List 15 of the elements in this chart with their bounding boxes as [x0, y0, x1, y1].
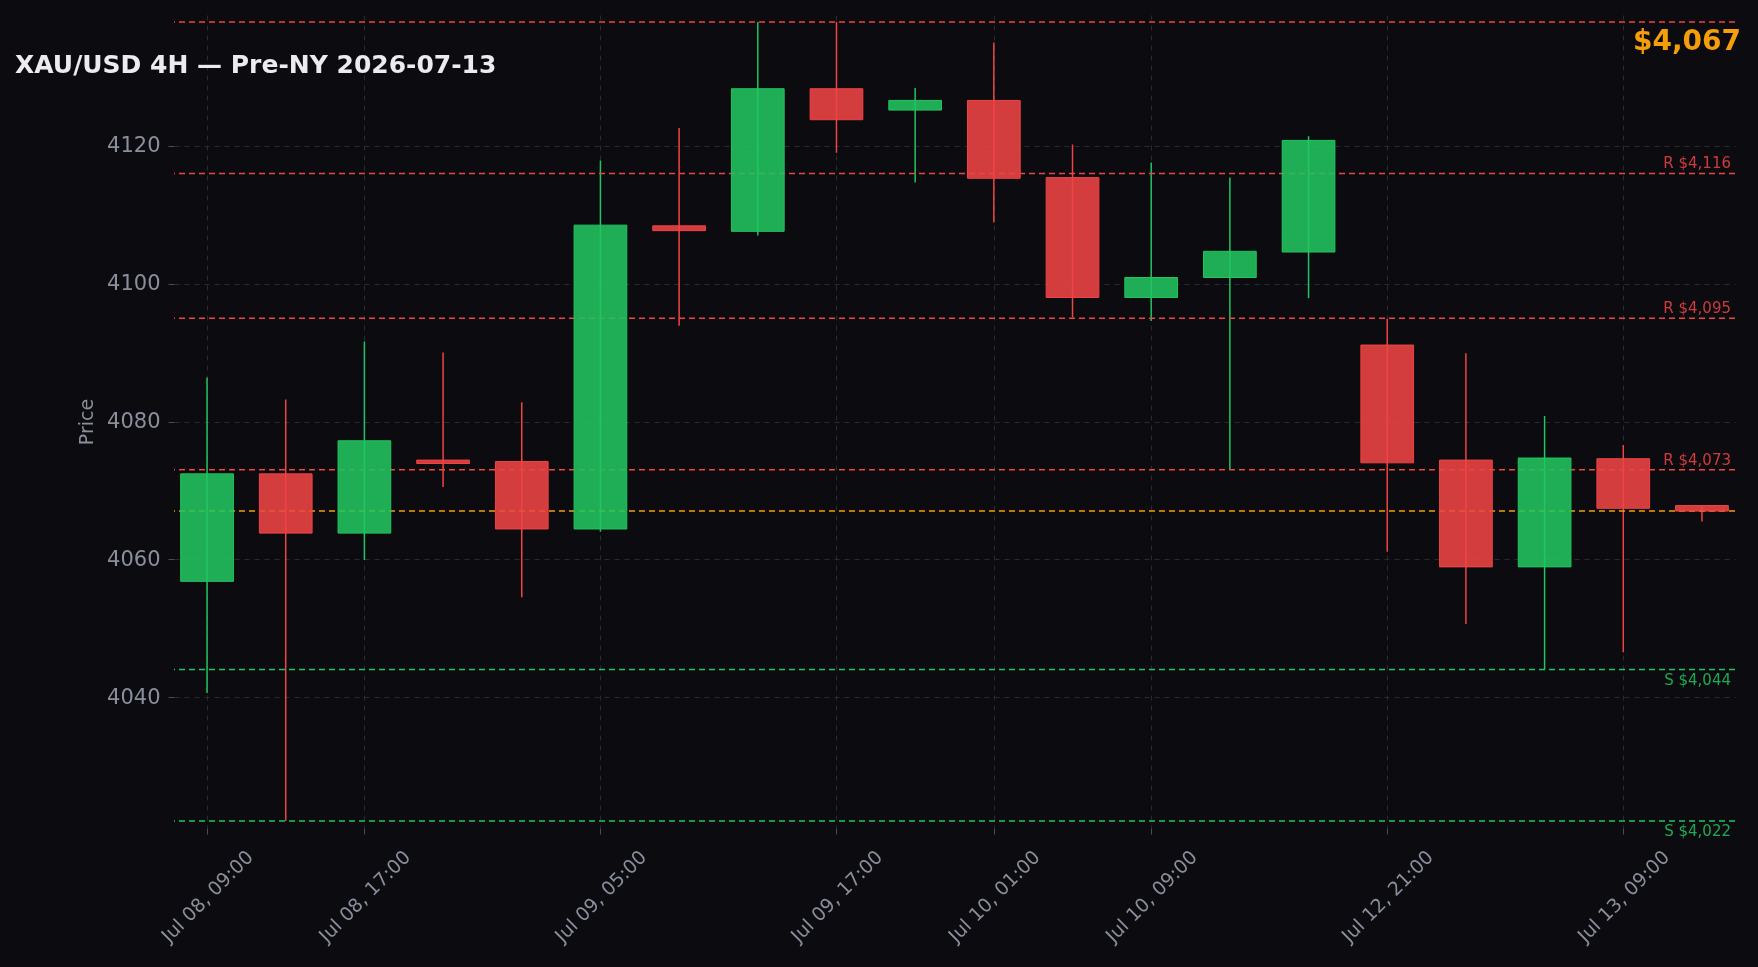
- ref-line-label: S $4,044: [1664, 670, 1731, 689]
- y-tick-label: 4080: [107, 409, 161, 433]
- y-tick-label: 4100: [107, 271, 161, 296]
- ref-line-label: R $4,116: [1663, 154, 1731, 173]
- ref-line-label: R $4,073: [1663, 450, 1731, 469]
- candlestick: [1203, 176, 1257, 471]
- ref-line-label: R $4,095: [1663, 299, 1731, 318]
- candlestick: [888, 87, 943, 184]
- annotation: $4,067: [1632, 24, 1741, 57]
- y-tick-label: 4040: [107, 684, 161, 709]
- y-tick-label: 4120: [107, 133, 161, 158]
- ref-line-label: S $4,022: [1664, 822, 1731, 841]
- text: XAU/USD 4H — Pre-NY 2026-07-13: [15, 50, 497, 79]
- y-axis-title: Price: [75, 398, 98, 446]
- y-tick-label: 4060: [107, 546, 161, 571]
